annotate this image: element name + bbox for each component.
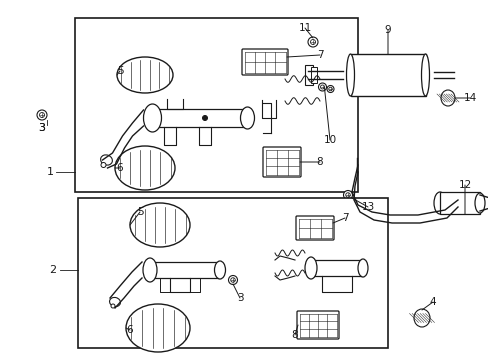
Bar — [78, 198, 387, 348]
Text: 7: 7 — [341, 213, 347, 223]
Circle shape — [37, 110, 47, 120]
Bar — [150, 262, 220, 278]
Text: 6: 6 — [117, 163, 123, 173]
Ellipse shape — [413, 309, 429, 327]
Text: 3: 3 — [39, 123, 45, 133]
Ellipse shape — [115, 146, 175, 190]
Circle shape — [318, 83, 326, 91]
Text: 2: 2 — [49, 265, 57, 275]
Bar — [310, 260, 362, 276]
Bar — [350, 54, 425, 96]
FancyBboxPatch shape — [263, 147, 301, 177]
Ellipse shape — [126, 304, 190, 352]
FancyBboxPatch shape — [295, 216, 333, 240]
Circle shape — [326, 86, 333, 93]
Circle shape — [307, 37, 317, 47]
Text: 13: 13 — [361, 202, 374, 212]
Text: 8: 8 — [291, 330, 298, 340]
Circle shape — [310, 40, 315, 45]
Text: 1: 1 — [46, 167, 53, 177]
Text: 9: 9 — [384, 25, 390, 35]
Bar — [310, 67, 316, 83]
Bar — [75, 18, 357, 192]
Circle shape — [40, 113, 44, 117]
Text: 3: 3 — [39, 123, 45, 133]
Ellipse shape — [305, 257, 316, 279]
Ellipse shape — [109, 297, 120, 307]
Ellipse shape — [421, 54, 428, 96]
Ellipse shape — [214, 261, 225, 279]
Circle shape — [230, 278, 235, 282]
Text: 5: 5 — [117, 66, 123, 76]
Text: 11: 11 — [298, 23, 311, 33]
Circle shape — [202, 116, 207, 121]
FancyBboxPatch shape — [296, 311, 338, 339]
Text: 10: 10 — [323, 135, 336, 145]
Text: 6: 6 — [126, 325, 133, 335]
Ellipse shape — [111, 304, 115, 308]
Circle shape — [345, 193, 349, 197]
Ellipse shape — [357, 259, 367, 277]
Ellipse shape — [474, 193, 484, 213]
Ellipse shape — [143, 104, 161, 132]
Ellipse shape — [142, 258, 157, 282]
Text: 5: 5 — [137, 207, 143, 217]
Circle shape — [328, 87, 331, 91]
Text: 4: 4 — [429, 297, 435, 307]
Ellipse shape — [101, 155, 112, 165]
Ellipse shape — [130, 203, 190, 247]
Ellipse shape — [346, 54, 354, 96]
Circle shape — [320, 85, 324, 89]
Ellipse shape — [240, 107, 254, 129]
Ellipse shape — [433, 192, 445, 214]
FancyBboxPatch shape — [242, 49, 287, 75]
Circle shape — [343, 190, 352, 199]
Circle shape — [228, 275, 237, 284]
Ellipse shape — [117, 57, 173, 93]
Bar — [439, 192, 479, 214]
Text: 12: 12 — [457, 180, 470, 190]
Text: 8: 8 — [316, 157, 323, 167]
Bar — [304, 65, 312, 85]
Ellipse shape — [101, 162, 106, 167]
Bar — [152, 109, 247, 127]
Text: 14: 14 — [463, 93, 476, 103]
Ellipse shape — [440, 90, 454, 106]
Text: 7: 7 — [316, 50, 323, 60]
Text: 3: 3 — [236, 293, 243, 303]
